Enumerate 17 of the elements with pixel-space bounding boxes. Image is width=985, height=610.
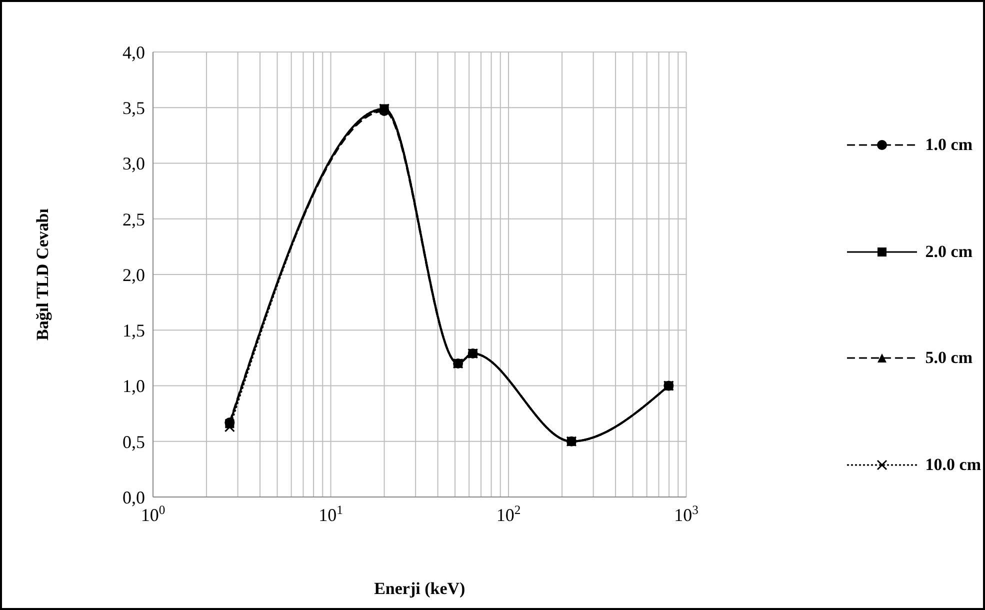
y-tick-label: 4,0 xyxy=(122,42,145,62)
x-tick-label: 10$^{1}$ xyxy=(318,503,343,525)
y-tick-label: 1,5 xyxy=(122,320,145,341)
y-tick-label: 1,0 xyxy=(122,376,145,396)
legend-label: 10.0 cm xyxy=(925,454,981,475)
y-tick-label: 3,0 xyxy=(122,154,145,174)
y-tick-label: 0,5 xyxy=(122,432,145,452)
legend-label: 2.0 cm xyxy=(925,242,972,262)
y-tick-label: 2,0 xyxy=(122,264,145,285)
y-tick-label: 3,5 xyxy=(122,98,145,118)
x-tick-label: 10$^{3}$ xyxy=(674,503,698,525)
x-tick-label: 10$^{2}$ xyxy=(496,503,521,525)
x-axis-title: Enerji (keV) xyxy=(374,579,466,598)
legend-label: 5.0 cm xyxy=(925,348,972,368)
legend-label: 1.0 cm xyxy=(925,135,972,155)
y-tick-label: 2,5 xyxy=(122,209,145,230)
y-axis-title: Bağıl TLD Cevabı xyxy=(33,208,52,340)
